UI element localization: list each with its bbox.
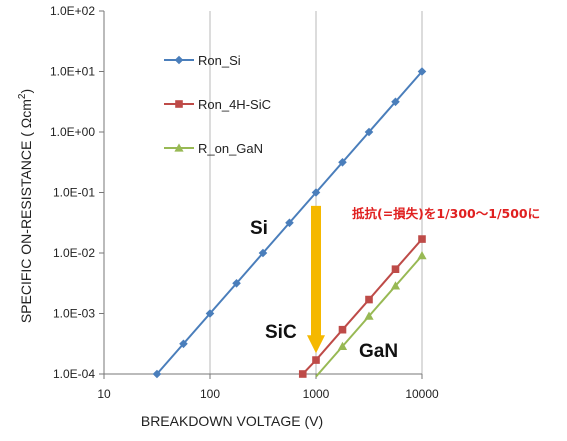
data-point-ron-4h-sic [391,265,400,273]
data-point-ron-si [258,248,268,258]
data-point-r-on-gan [337,341,348,350]
data-point-ron-si [417,67,427,76]
y-tick-label: 1.0E-04 [53,367,95,381]
y-tick-label: 1.0E-02 [53,246,95,260]
data-point-ron-4h-sic [298,370,307,378]
data-point-r-on-gan [390,281,401,290]
data-point-ron-4h-sic [338,325,347,334]
data-point-ron-4h-sic [312,356,320,364]
data-point-ron-si [364,127,374,137]
y-tick-label: 1.0E+00 [50,125,95,139]
sic-label: SiC [265,322,297,343]
axes [99,10,423,379]
legend-marker-ron-4h-sic [175,100,183,108]
data-point-ron-si [179,339,188,349]
data-point-ron-si [152,369,162,379]
y-tick-label: 1.0E+01 [50,65,95,79]
x-tick-label: 100 [200,387,220,401]
data-point-ron-4h-sic [418,235,426,243]
x-tick-label: 1000 [303,387,330,401]
data-point-ron-si [232,278,241,288]
data-point-ron-si [205,309,215,318]
x-axis-title: BREAKDOWN VOLTAGE (V) [141,413,323,429]
data-point-ron-si [391,97,400,107]
reduction-arrow [307,205,325,354]
data-point-ron-si [311,188,321,197]
x-tick-label: 10 [97,387,111,401]
legend-label-r-on-gan: R_on_GaN [198,141,263,156]
y-tick-labels: 1.0E-04 1.0E-03 1.0E-02 1.0E-01 1.0E+00 1.0E+… [50,4,95,381]
y-tick-label: 1.0E-01 [53,186,95,200]
data-point-ron-4h-sic [365,295,373,304]
series-group [152,67,427,379]
x-tick-labels: 10 100 1000 10000 [97,387,439,401]
y-axis-title-main: SPECIFIC ON-RESISTANCE ( Ωcm [18,99,34,323]
reduction-note: 抵抗(=損失)を1/300〜1/500に [352,206,540,221]
y-axis-title: SPECIFIC ON-RESISTANCE ( Ωcm2) [17,89,34,323]
y-axis-title-end: ) [18,89,34,94]
gan-label: GaN [359,341,398,362]
legend-label-ron-si: Ron_Si [198,53,241,68]
legend: Ron_Si Ron_4H-SiC R_on_GaN [164,53,271,156]
legend-marker-ron-si [174,55,184,65]
data-point-r-on-gan [364,311,374,320]
y-tick-label: 1.0E+02 [50,4,95,18]
y-axis-title-sup: 2 [17,93,28,99]
legend-marker-r-on-gan [174,143,184,152]
y-tick-label: 1.0E-03 [53,307,95,321]
data-point-ron-si [285,218,294,228]
data-point-ron-si [338,157,347,167]
data-point-r-on-gan [417,251,427,260]
si-label: Si [250,218,268,239]
legend-label-ron-4h-sic: Ron_4H-SiC [198,97,271,112]
x-tick-label: 10000 [405,387,439,401]
